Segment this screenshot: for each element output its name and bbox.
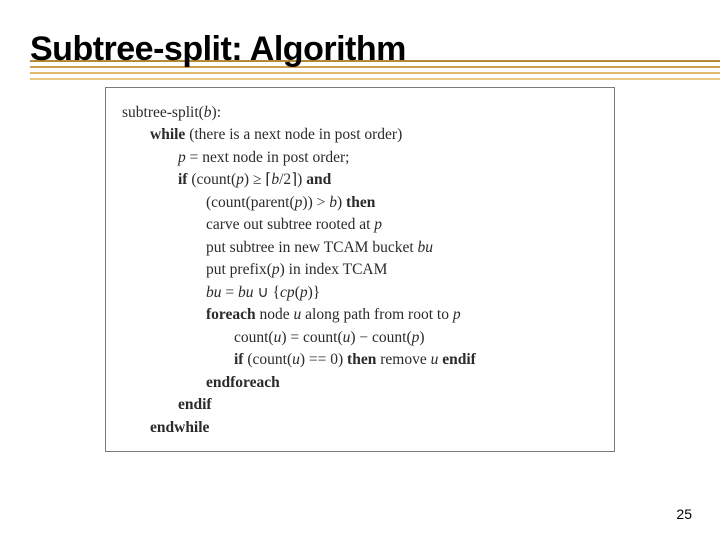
algorithm-box: subtree-split(b):while (there is a next …	[105, 87, 615, 452]
algo-line: endwhile	[122, 417, 598, 439]
algo-line: bu = bu ∪ {cp(p)}	[122, 282, 598, 304]
algo-line: while (there is a next node in post orde…	[122, 124, 598, 146]
algo-line: count(u) = count(u) − count(p)	[122, 327, 598, 349]
algo-line: if (count(p) ≥ ⌈b/2⌉) and	[122, 169, 598, 191]
algo-line: subtree-split(b):	[122, 102, 598, 124]
title-wrap: Subtree-split: Algorithm	[30, 30, 690, 69]
algo-line: endif	[122, 394, 598, 416]
slide-title: Subtree-split: Algorithm	[30, 30, 690, 69]
page-number: 25	[676, 506, 692, 522]
algo-line: endforeach	[122, 372, 598, 394]
underline-stripe	[30, 78, 720, 80]
algo-line: carve out subtree rooted at p	[122, 214, 598, 236]
algo-line: put subtree in new TCAM bucket bu	[122, 237, 598, 259]
algo-line: put prefix(p) in index TCAM	[122, 259, 598, 281]
algo-line: if (count(u) == 0) then remove u endif	[122, 349, 598, 371]
algo-line: foreach node u along path from root to p	[122, 304, 598, 326]
slide: Subtree-split: Algorithm subtree-split(b…	[0, 0, 720, 540]
underline-stripe	[30, 72, 720, 74]
algo-line: (count(parent(p)) > b) then	[122, 192, 598, 214]
algo-line: p = next node in post order;	[122, 147, 598, 169]
